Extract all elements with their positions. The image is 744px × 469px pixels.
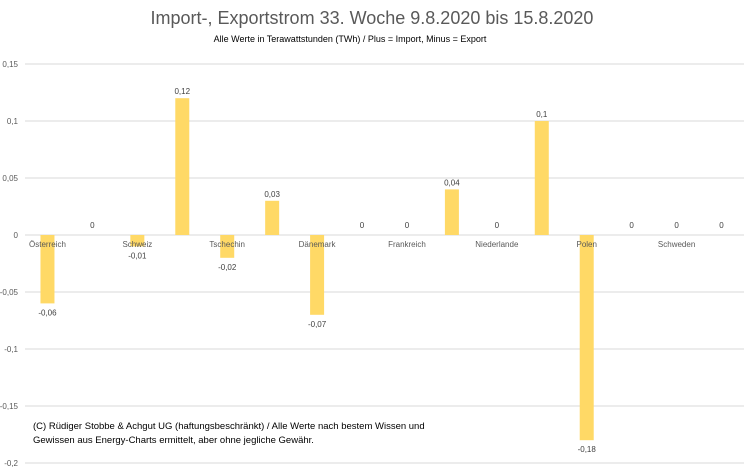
x-category-label: Tschechin <box>209 240 245 249</box>
x-category-label: Schweiz <box>122 240 152 249</box>
bar <box>444 189 459 235</box>
x-category-label: Niederlande <box>475 240 519 249</box>
y-tick-label: -0,05 <box>0 288 19 297</box>
data-label: 0 <box>405 221 410 230</box>
y-tick-label: -0,15 <box>0 402 19 411</box>
data-label: 0,1 <box>536 110 548 119</box>
bar <box>40 235 55 304</box>
data-label: 0 <box>629 221 634 230</box>
data-label: 0 <box>495 221 500 230</box>
data-label: -0,07 <box>308 320 327 329</box>
bar <box>130 235 145 247</box>
data-label: 0 <box>360 221 365 230</box>
x-category-label: Schweden <box>658 240 695 249</box>
y-tick-label: 0 <box>14 231 19 240</box>
y-tick-label: 0,1 <box>7 117 19 126</box>
data-label: 0 <box>674 221 679 230</box>
y-tick-label: -0,1 <box>4 345 18 354</box>
chart-title: Import-, Exportstrom 33. Woche 9.8.2020 … <box>150 8 594 28</box>
copyright-note: (C) Rüdiger Stobbe & Achgut UG (haftungs… <box>33 421 425 446</box>
y-tick-label: 0,15 <box>2 60 18 69</box>
y-tick-label: -0,2 <box>4 459 18 468</box>
data-label: 0,03 <box>264 190 280 199</box>
x-category-label: Dänemark <box>299 240 337 249</box>
data-label: 0,04 <box>444 178 460 187</box>
data-label: 0 <box>90 221 95 230</box>
x-category-label: Österreich <box>29 240 66 249</box>
data-label: 0,12 <box>174 87 190 96</box>
bar <box>265 200 280 235</box>
bar <box>220 235 235 258</box>
bar <box>534 121 549 235</box>
data-label: -0,06 <box>38 308 57 317</box>
y-tick-label: 0,05 <box>2 174 18 183</box>
data-label: -0,01 <box>128 251 147 260</box>
data-label: 0 <box>719 221 724 230</box>
bar <box>175 98 190 235</box>
bar <box>579 235 594 441</box>
data-label: -0,02 <box>218 263 237 272</box>
chart-subtitle: Alle Werte in Terawattstunden (TWh) / Pl… <box>213 34 487 44</box>
x-category-label: Frankreich <box>388 240 426 249</box>
data-label: -0,18 <box>578 445 597 454</box>
bar <box>310 235 325 315</box>
x-category-label: Polen <box>576 240 596 249</box>
